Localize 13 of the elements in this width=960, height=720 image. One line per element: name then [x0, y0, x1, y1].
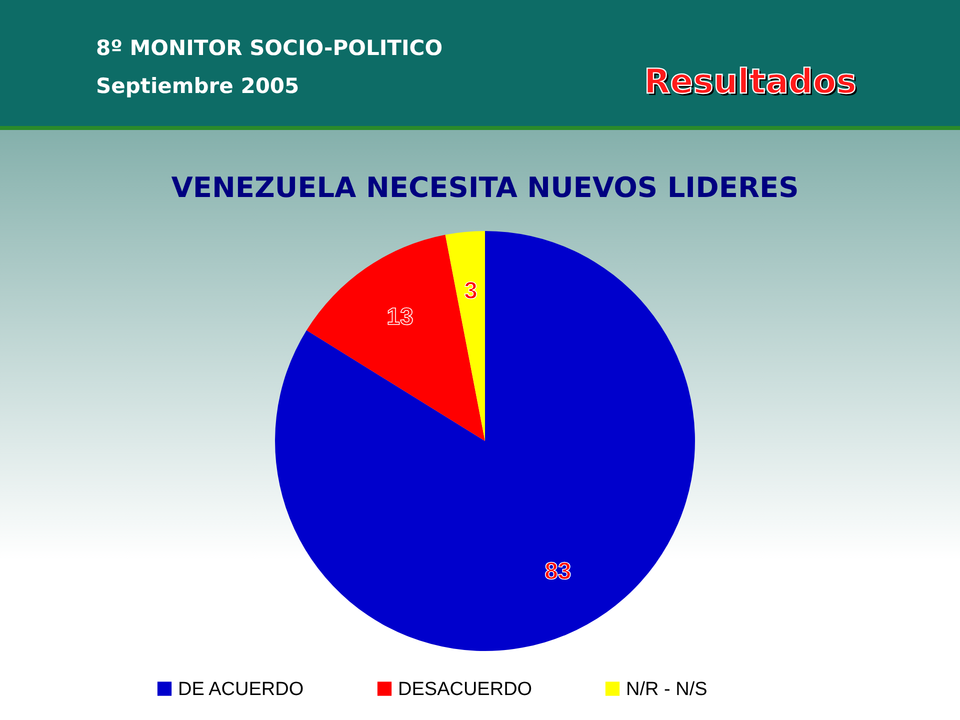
legend-label: N/R - N/S	[626, 678, 708, 700]
pie-slice	[445, 231, 485, 441]
pie-slice	[275, 231, 695, 651]
legend-label: DE ACUERDO	[178, 678, 304, 700]
text: Resultados	[644, 62, 856, 102]
text: 8º MONITOR SOCIO-POLITICO	[96, 36, 443, 60]
text: Septiembre 2005	[96, 74, 300, 98]
data-label: 3	[464, 278, 478, 305]
legend-label: DESACUERDO	[398, 678, 532, 700]
data-label: 83	[544, 558, 572, 586]
data-label: 13	[386, 303, 414, 330]
pie-slice	[306, 234, 485, 441]
chart-title: VENEZUELA NECESITA NUEVOS LIDERES	[171, 171, 799, 204]
